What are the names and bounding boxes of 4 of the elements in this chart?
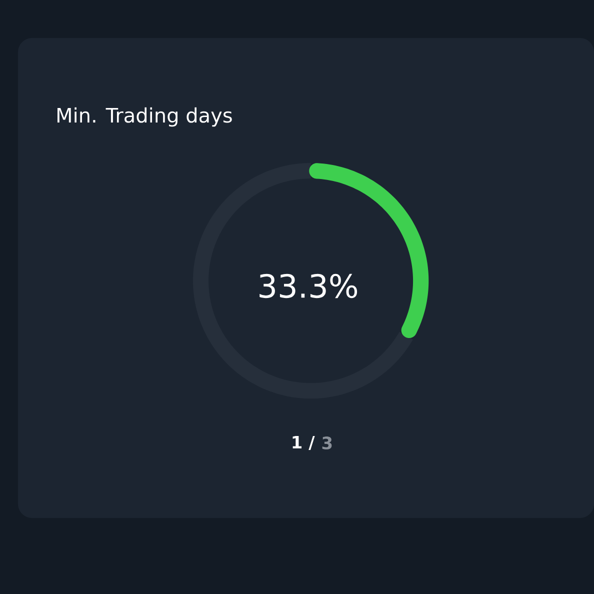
text: 3 bbox=[322, 436, 332, 450]
text: 1 / bbox=[292, 436, 315, 450]
chart-title: Min. Trading days bbox=[57, 107, 232, 127]
text: 33.3% bbox=[260, 274, 358, 298]
